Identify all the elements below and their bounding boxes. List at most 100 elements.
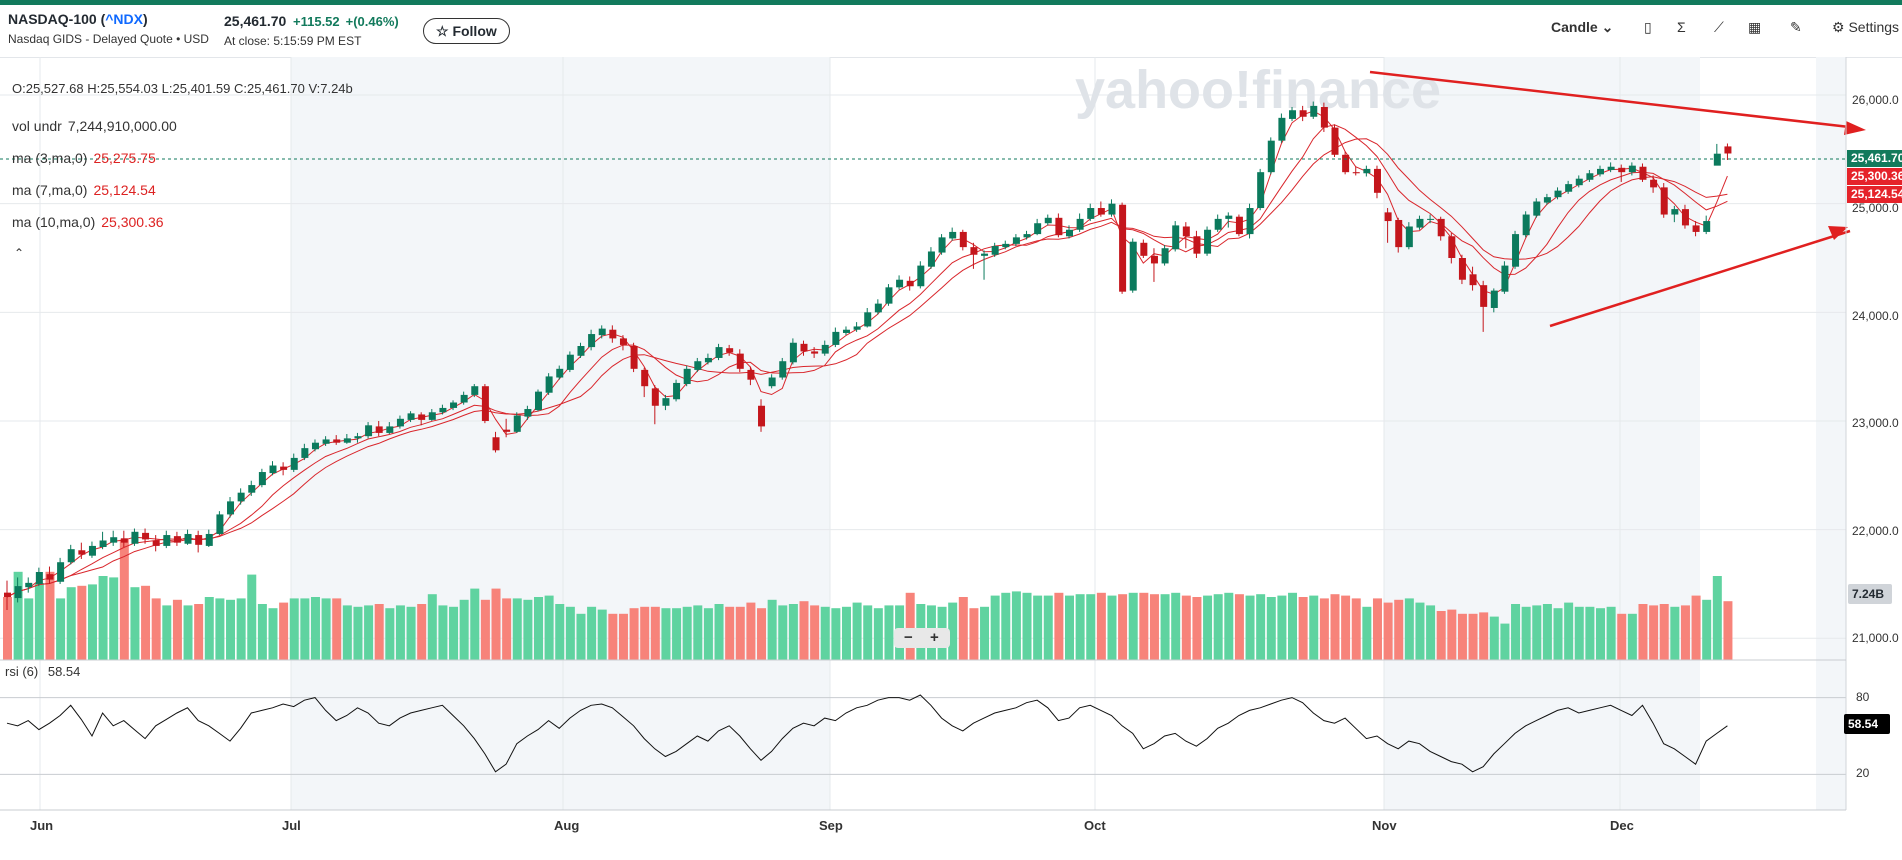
x-tick: Dec <box>1610 818 1634 833</box>
price-chart[interactable]: yahoo!finance <box>0 57 1902 860</box>
candle-body <box>545 376 553 393</box>
candle-body <box>78 550 86 555</box>
volume-bars <box>3 539 1733 660</box>
candle-body <box>142 532 150 540</box>
volume-bar <box>1447 609 1457 660</box>
volume-bar <box>1266 597 1276 660</box>
collapse-indicators-icon[interactable]: ⌃ <box>14 246 25 260</box>
rsi-label[interactable]: rsi (6) 58.54 <box>5 664 81 679</box>
zoom-control[interactable]: − + <box>894 628 950 648</box>
candle-body <box>874 303 882 313</box>
candle-body <box>1119 204 1127 292</box>
indicator-ma7[interactable]: ma (7,ma,0) 25,124.54 <box>12 182 156 198</box>
follow-button[interactable]: ☆ Follow <box>423 18 510 44</box>
candle-body <box>1575 178 1583 186</box>
quote-header: NASDAQ-100 (^NDX) Nasdaq GIDS - Delayed … <box>0 5 1902 58</box>
candle-body <box>842 329 850 333</box>
candle-body <box>1628 165 1636 173</box>
candle-body <box>535 391 542 411</box>
shade-band <box>1816 57 1846 810</box>
candle-body <box>1405 226 1413 248</box>
ticker-link[interactable]: ^NDX <box>105 11 143 27</box>
trendline-annotations[interactable] <box>1369 70 1866 328</box>
y-tick: 22,000.0 <box>1852 524 1899 538</box>
indicators-icon[interactable]: Σ <box>1677 19 1686 35</box>
candle-body <box>927 251 935 267</box>
candle-body <box>1703 221 1711 232</box>
volume-bar <box>703 608 713 660</box>
candle-body <box>1650 179 1658 188</box>
candle-body <box>1681 209 1689 226</box>
zoom-in-button[interactable]: + <box>930 629 939 646</box>
volume-bar <box>1330 594 1340 660</box>
volume-bar <box>353 606 363 660</box>
candle-body <box>46 574 54 580</box>
candle-body <box>14 586 22 599</box>
candle-body <box>173 536 181 543</box>
events-icon[interactable]: ▦ <box>1748 19 1762 35</box>
candle-body <box>1172 225 1180 250</box>
candle-body <box>481 386 489 421</box>
volume-bar <box>1638 604 1648 660</box>
candle-body <box>747 369 755 380</box>
gear-icon: ⚙ <box>1832 19 1845 35</box>
candle-body <box>1225 215 1233 219</box>
volume-bar <box>1213 594 1223 660</box>
volume-bar <box>480 599 490 660</box>
candle-body <box>683 368 691 385</box>
candle-body <box>322 439 330 444</box>
volume-bar <box>1139 592 1149 660</box>
candle-body <box>970 247 978 255</box>
trend-icon[interactable]: ⟋ <box>1714 19 1724 35</box>
volume-bar <box>1479 612 1489 660</box>
candle-body <box>906 280 914 287</box>
candle-body <box>4 592 11 597</box>
compare-icon[interactable]: ▯ <box>1644 19 1652 35</box>
settings-button[interactable]: ⚙ Settings <box>1832 19 1900 35</box>
volume-bar <box>1564 602 1574 660</box>
volume-bar <box>1372 598 1382 660</box>
candle-body <box>99 540 107 548</box>
x-tick: Jun <box>30 818 54 833</box>
y-tick: 25,000.0 <box>1852 201 1899 215</box>
candle-body <box>789 342 797 363</box>
volume-bar <box>523 599 533 660</box>
candle-body <box>1204 229 1212 254</box>
draw-icon[interactable]: ✎ <box>1790 19 1802 35</box>
candle-body <box>577 346 585 356</box>
indicator-ma3[interactable]: ma (3,ma,0) 25,275.75 <box>12 150 156 166</box>
candle-body <box>811 351 819 354</box>
volume-bar <box>1001 592 1011 660</box>
volume-bar <box>1065 595 1074 660</box>
candle-body <box>1618 167 1626 173</box>
quote-subtitle: Nasdaq GIDS - Delayed Quote • USD <box>8 32 209 46</box>
indicator-ma10[interactable]: ma (10,ma,0) 25,300.36 <box>12 214 164 230</box>
candle-body <box>375 426 383 433</box>
volume-bar <box>151 598 161 660</box>
rsi-panel <box>0 694 1846 775</box>
volume-bar <box>778 605 788 660</box>
volume-bar <box>1234 594 1244 660</box>
candle-body <box>301 448 309 458</box>
volume-bar <box>374 604 384 660</box>
volume-bar <box>119 539 129 660</box>
zoom-out-button[interactable]: − <box>904 629 913 646</box>
chart-type-select[interactable]: Candle ⌄ <box>1551 19 1614 35</box>
indicator-vol-undr[interactable]: vol undr 7,244,910,000.00 <box>12 118 177 134</box>
volume-bar <box>1542 604 1552 660</box>
volume-bar <box>321 598 331 660</box>
last-price: 25,461.70 <box>224 13 287 29</box>
candle-body <box>800 343 808 352</box>
candle-body <box>1235 216 1243 235</box>
volume-bar <box>1171 592 1181 660</box>
volume-bar <box>1181 595 1191 660</box>
ma10-price-tag: 25,300.36 <box>1847 168 1902 185</box>
candle-body <box>216 514 224 534</box>
candle-body <box>1087 208 1095 219</box>
volume-bar <box>714 604 724 660</box>
candle-body <box>503 429 511 432</box>
volume-bar <box>1394 599 1404 660</box>
x-tick: Sep <box>819 818 843 833</box>
rsi-tick: 20 <box>1856 766 1870 780</box>
candle-body <box>110 537 118 543</box>
